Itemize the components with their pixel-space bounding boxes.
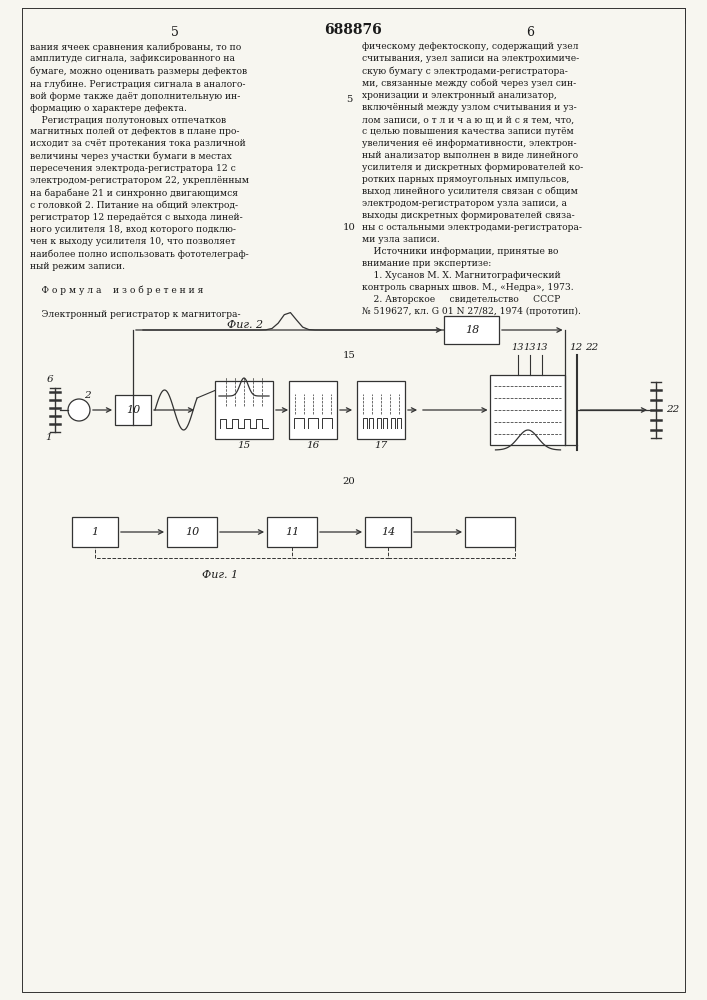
Text: 22: 22 [666,406,679,414]
Bar [465,517,515,547]
Text: 13: 13 [536,344,548,353]
Text: 20: 20 [343,478,356,487]
Text: 13: 13 [524,344,536,353]
Text: 10: 10 [185,527,199,537]
Bar [357,381,405,439]
Text: 10: 10 [126,405,140,415]
Bar [267,517,317,547]
Bar [115,395,151,425]
Bar [445,316,500,344]
Text: 5: 5 [171,26,179,39]
Bar [215,381,273,439]
Text: 17: 17 [375,442,387,450]
Text: Фиг. 2: Фиг. 2 [227,320,263,330]
Text: Фиг. 1: Фиг. 1 [202,570,238,580]
Text: вания ячеек сравнения калиброваны, то по
амплитуде сигнала, зафиксированного на
: вания ячеек сравнения калиброваны, то по… [30,42,249,319]
Text: 22: 22 [585,342,598,352]
Text: 6: 6 [47,375,53,384]
Text: 2: 2 [83,391,90,400]
Text: 6: 6 [526,26,534,39]
Text: 16: 16 [306,442,320,450]
Text: 10: 10 [343,223,356,232]
Text: 18: 18 [465,325,479,335]
Text: 1: 1 [91,527,98,537]
Text: 11: 11 [285,527,299,537]
Bar [491,375,566,445]
Bar [167,517,217,547]
Text: 688876: 688876 [324,23,382,37]
Bar [72,517,118,547]
Text: 12: 12 [569,342,582,352]
Bar [365,517,411,547]
Text: 13: 13 [512,344,525,353]
Text: 1: 1 [46,434,52,442]
Circle shape [68,399,90,421]
Bar [289,381,337,439]
Text: фическому дефектоскопу, содержащий узел
считывания, узел записи на электрохимиче: фическому дефектоскопу, содержащий узел … [362,42,583,316]
Text: 5: 5 [346,96,352,104]
Text: 15: 15 [343,351,356,360]
Text: 14: 14 [381,527,395,537]
Text: 15: 15 [238,442,250,450]
